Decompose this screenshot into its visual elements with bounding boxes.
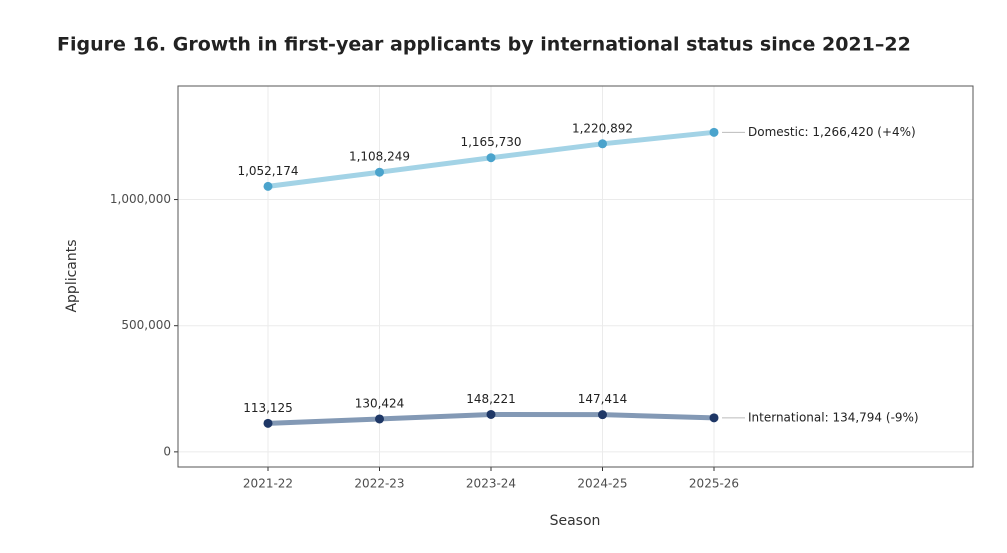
data-point bbox=[709, 127, 719, 137]
x-tick-label: 2022-23 bbox=[354, 477, 404, 491]
data-point bbox=[375, 167, 384, 177]
data-label: 1,220,892 bbox=[572, 121, 633, 135]
data-point bbox=[598, 139, 607, 149]
x-tick-label: 2023-24 bbox=[466, 477, 516, 491]
x-axis-label: Season bbox=[550, 513, 601, 529]
y-axis-label: Applicants bbox=[64, 239, 80, 312]
plot-border bbox=[177, 85, 974, 468]
data-point bbox=[486, 153, 496, 163]
x-tick-label: 2024-25 bbox=[577, 477, 627, 491]
end-label: International: 134,794 (-9%) bbox=[748, 410, 919, 424]
data-point bbox=[263, 418, 273, 428]
data-point bbox=[598, 410, 607, 420]
data-label: 113,125 bbox=[243, 401, 293, 415]
data-point bbox=[375, 414, 384, 424]
y-tick-label: 0 bbox=[163, 444, 171, 458]
data-point bbox=[263, 181, 273, 191]
chart-title: Figure 16. Growth in first-year applican… bbox=[57, 34, 911, 56]
data-label: 147,414 bbox=[578, 392, 628, 406]
end-label: Domestic: 1,266,420 (+4%) bbox=[748, 125, 916, 139]
x-tick-label: 2021-22 bbox=[243, 477, 293, 491]
data-label: 1,108,249 bbox=[349, 150, 410, 164]
data-label: 1,165,730 bbox=[460, 135, 521, 149]
y-tick-label: 1,000,000 bbox=[110, 192, 171, 206]
data-label: 1,052,174 bbox=[237, 164, 298, 178]
data-point bbox=[709, 413, 719, 423]
data-point bbox=[486, 409, 496, 419]
x-tick-label: 2025-26 bbox=[689, 477, 739, 491]
y-tick-label: 500,000 bbox=[121, 318, 171, 332]
data-label: 130,424 bbox=[355, 396, 405, 410]
data-label: 148,221 bbox=[466, 392, 516, 406]
